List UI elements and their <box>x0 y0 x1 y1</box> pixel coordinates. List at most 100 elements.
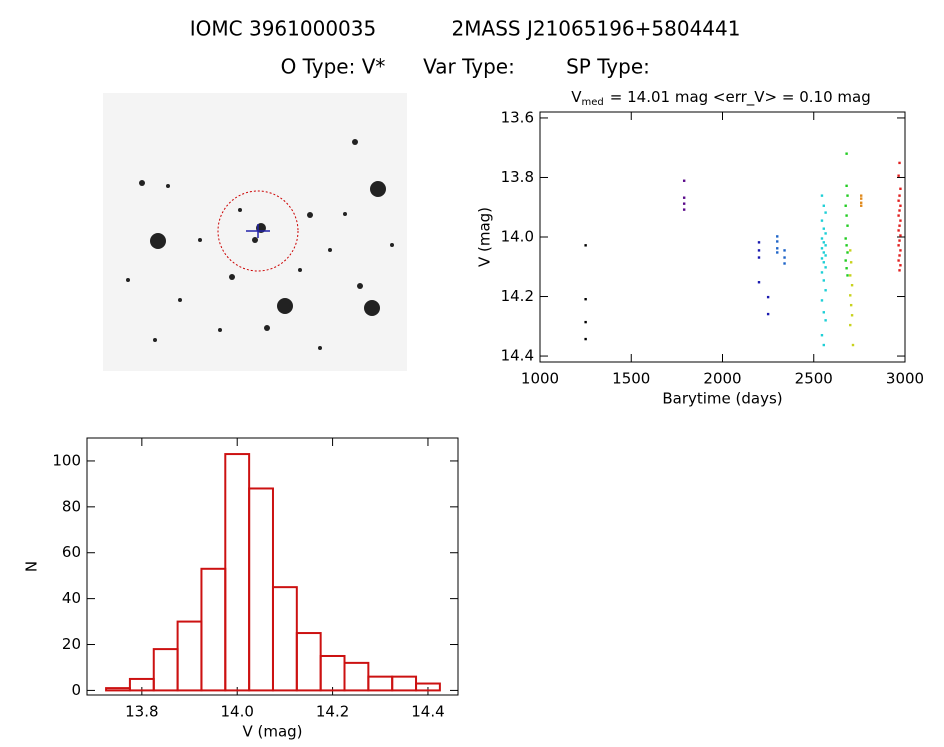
y-tick-label: 100 <box>52 451 81 469</box>
y-axis-label: N <box>23 561 41 572</box>
point <box>849 261 853 264</box>
point <box>822 311 825 314</box>
point <box>820 194 824 197</box>
point <box>776 235 779 238</box>
point <box>850 284 854 287</box>
point <box>783 262 786 265</box>
point <box>897 229 900 232</box>
point <box>898 194 901 197</box>
point <box>824 244 827 247</box>
point <box>899 187 902 190</box>
point <box>820 237 824 240</box>
point <box>757 241 761 244</box>
point <box>776 247 779 250</box>
point <box>824 319 827 322</box>
header-sptype: SP Type: <box>566 55 650 79</box>
point <box>682 179 686 182</box>
hist-bar <box>415 682 441 692</box>
point <box>820 257 824 260</box>
point <box>757 256 761 259</box>
y-tick-label: 80 <box>62 497 81 515</box>
point <box>757 249 761 252</box>
point <box>824 289 827 292</box>
y-tick-label: 40 <box>62 589 81 607</box>
title-v: V <box>571 88 582 106</box>
x-tick-label: 3000 <box>886 370 924 388</box>
point <box>846 194 849 197</box>
point <box>820 334 824 337</box>
point <box>899 249 902 252</box>
point <box>846 224 849 227</box>
point <box>757 281 761 284</box>
point <box>845 244 848 247</box>
point <box>783 256 786 259</box>
point <box>844 204 847 207</box>
point <box>845 214 848 217</box>
point <box>820 247 824 250</box>
point <box>897 199 900 202</box>
point <box>824 232 827 235</box>
hist-bar <box>391 675 418 692</box>
point <box>845 152 848 155</box>
y-tick-label: 0 <box>71 681 81 699</box>
point <box>851 343 855 347</box>
point <box>822 279 825 282</box>
hist-bar <box>176 620 203 692</box>
point <box>820 299 824 302</box>
point <box>898 209 901 212</box>
point <box>898 239 901 242</box>
point <box>897 244 900 247</box>
header-2mass: 2MASS J21065196+5804441 <box>452 17 741 41</box>
x-tick-label: 2500 <box>795 370 833 388</box>
point <box>849 323 852 327</box>
point <box>824 254 827 257</box>
point <box>584 244 587 247</box>
y-tick-label: 14.4 <box>501 347 534 365</box>
point <box>824 266 827 269</box>
point <box>820 219 824 222</box>
point <box>822 343 825 347</box>
point <box>897 259 900 262</box>
y-tick-label: 14.2 <box>501 287 534 305</box>
hist-bar <box>200 567 227 692</box>
hist-bar <box>105 687 131 692</box>
point <box>897 214 900 217</box>
point <box>849 294 852 297</box>
hist-bar <box>343 661 370 692</box>
hist-bar <box>295 632 322 692</box>
hist-bar <box>367 675 394 692</box>
x-tick-label: 14.4 <box>411 703 444 721</box>
point <box>766 295 770 299</box>
x-tick-label: 1000 <box>521 370 559 388</box>
point <box>898 224 901 227</box>
point <box>899 234 902 237</box>
point <box>860 197 863 200</box>
y-tick-label: 13.8 <box>501 168 534 186</box>
header-otype: O Type: V* <box>281 55 386 79</box>
point <box>824 211 827 214</box>
hist-bar <box>248 487 274 692</box>
x-tick-label: 14.2 <box>316 703 349 721</box>
point <box>898 161 901 165</box>
point <box>899 219 902 222</box>
point <box>776 251 779 254</box>
x-tick-label: 1500 <box>612 370 650 388</box>
point <box>584 320 587 324</box>
x-axis-label: Barytime (days) <box>662 390 782 408</box>
point <box>846 251 849 254</box>
x-tick-label: 14.0 <box>221 703 254 721</box>
point <box>822 204 825 207</box>
point <box>860 201 863 204</box>
point <box>682 196 686 199</box>
point <box>899 204 902 207</box>
x-tick-label: 2000 <box>703 370 741 388</box>
point <box>584 337 587 341</box>
point <box>822 241 825 244</box>
point <box>820 271 824 274</box>
header-id: IOMC 3961000035 <box>190 17 376 41</box>
point <box>898 269 901 272</box>
title-rest: = 14.01 mag <err_V> = 0.10 mag <box>610 88 871 107</box>
point <box>850 314 854 317</box>
x-tick-label: 13.8 <box>125 703 158 721</box>
point <box>899 264 902 267</box>
